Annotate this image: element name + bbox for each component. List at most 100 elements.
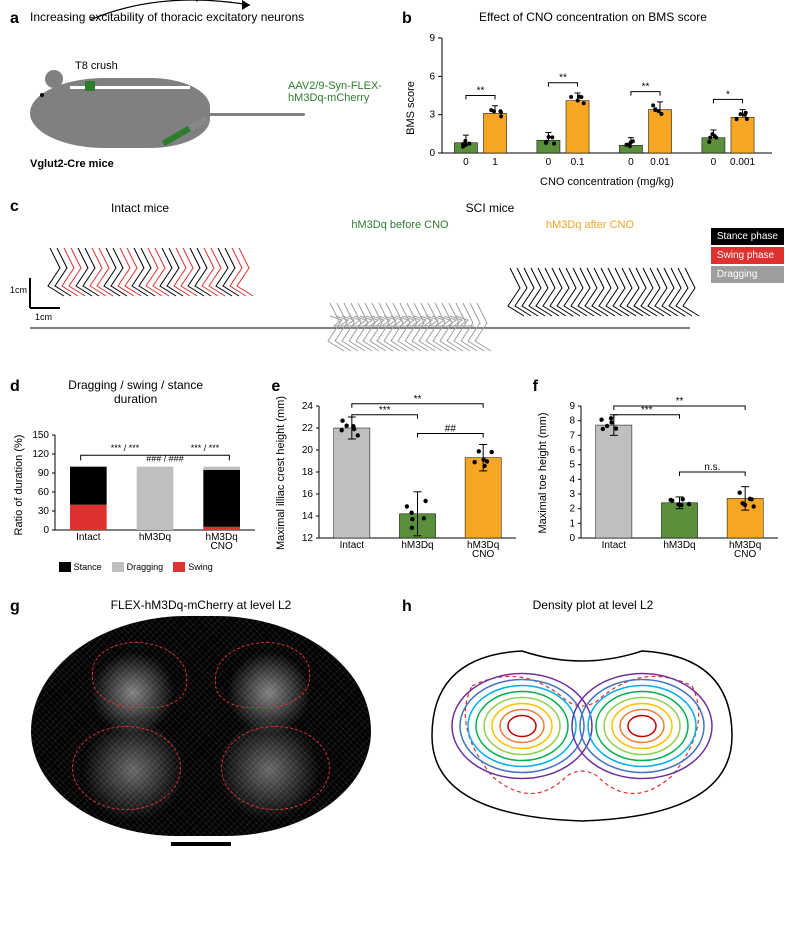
svg-text:*** / ***: *** / *** (111, 443, 140, 453)
svg-text:90: 90 (38, 468, 50, 479)
t8-marker (85, 81, 95, 91)
panel-g-label: g (10, 598, 20, 616)
svg-text:CNO: CNO (472, 549, 494, 560)
svg-text:hM3Dq: hM3Dq (402, 540, 434, 551)
svg-text:1: 1 (569, 518, 575, 529)
panel-g-title: FLEX-hM3Dq-mCherry at level L2 (10, 598, 392, 612)
svg-text:*: * (726, 89, 730, 100)
panel-b: b Effect of CNO concentration on BMS sco… (402, 10, 784, 188)
svg-text:18: 18 (302, 467, 314, 478)
t8-label: T8 crush (75, 60, 118, 72)
svg-text:24: 24 (302, 401, 314, 412)
arrow-3h-text: 3h (90, 0, 102, 2)
svg-text:0.01: 0.01 (650, 157, 670, 168)
legend-d-item: Stance (59, 562, 102, 572)
svg-text:**: ** (675, 396, 683, 407)
svg-text:1: 1 (492, 157, 498, 168)
svg-text:hM3Dq: hM3Dq (139, 532, 171, 543)
svg-text:**: ** (414, 394, 422, 405)
svg-text:0: 0 (463, 157, 469, 168)
stick-legend-item: Dragging (711, 266, 784, 283)
mouse-body: T8 crush (30, 78, 210, 148)
legend-d-item: Dragging (112, 562, 164, 572)
panel-f: f 0123456789Maximal toe height (mm)Intac… (533, 378, 784, 588)
svg-text:20: 20 (302, 445, 314, 456)
svg-text:5: 5 (569, 460, 575, 471)
mouse-ear (45, 70, 63, 88)
arrow-svg (70, 0, 290, 25)
svg-text:3: 3 (569, 489, 575, 500)
panel-g: g FLEX-hM3Dq-mCherry at level L2 (10, 598, 392, 858)
svg-text:##: ## (445, 424, 457, 435)
svg-text:14: 14 (302, 511, 314, 522)
mouse-tail (205, 113, 305, 116)
svg-text:Intact: Intact (601, 540, 626, 551)
stick-figures: Intact miceSCI micehM3Dq before CNOhM3Dq… (10, 198, 770, 358)
svg-text:Intact: Intact (76, 532, 101, 543)
svg-text:0.1: 0.1 (571, 157, 585, 168)
svg-text:Maximal illiac crest height (m: Maximal illiac crest height (mm) (275, 396, 287, 550)
chart-b: 0369BMS scoreCNO concentration (mg/kg)01… (402, 28, 782, 188)
panel-a-label: a (10, 10, 19, 28)
svg-text:1cm: 1cm (35, 312, 52, 322)
panel-a: a Increasing excitability of thoracic ex… (10, 10, 392, 170)
svg-text:Maximal toe height (mm): Maximal toe height (mm) (537, 412, 549, 533)
svg-text:Intact: Intact (340, 540, 365, 551)
svg-text:CNO: CNO (211, 541, 233, 552)
arrow-3h: 3h Tail vein injection (90, 0, 228, 2)
panel-h-title: Density plot at level L2 (402, 598, 784, 612)
panel-f-label: f (533, 378, 538, 396)
svg-text:0: 0 (628, 157, 634, 168)
panel-d-label: d (10, 378, 20, 396)
svg-text:**: ** (559, 73, 567, 84)
panel-d: d Dragging / swing / stance duration 030… (10, 378, 261, 588)
svg-text:hM3Dq before CNO: hM3Dq before CNO (351, 219, 449, 231)
svg-text:SCI mice: SCI mice (466, 201, 515, 215)
svg-text:Ratio of duration (%): Ratio of duration (%) (13, 435, 25, 536)
svg-text:6: 6 (569, 445, 575, 456)
svg-text:Intact mice: Intact mice (111, 201, 169, 215)
stick-legend: Stance phaseSwing phaseDragging (711, 228, 784, 285)
panel-h: h Density plot at level L2 (402, 598, 784, 858)
svg-text:BMS score: BMS score (405, 81, 417, 135)
svg-text:12: 12 (302, 533, 314, 544)
svg-text:CNO: CNO (734, 549, 756, 560)
svg-text:*** / ***: *** / *** (191, 443, 220, 453)
panel-e-label: e (271, 378, 280, 396)
svg-text:0: 0 (569, 533, 575, 544)
chart-e: 12 14 16 18 20 22 24 Maximal illiac crest heigh… (271, 378, 521, 568)
mouse-eye (40, 93, 44, 97)
panel-e: e 12 14 16 18 20 22 24 Maximal illiac crest hei… (271, 378, 522, 588)
svg-text:4: 4 (569, 474, 575, 485)
mouse-strain-label: Vglut2-Cre mice (30, 158, 114, 170)
panel-b-title: Effect of CNO concentration on BMS score (402, 10, 784, 24)
panel-c-label: c (10, 198, 19, 216)
svg-text:2: 2 (569, 504, 575, 515)
legend-d-item: Swing (173, 562, 213, 572)
syringe-icon (162, 116, 208, 146)
mouse-diagram: 3h Tail vein injection T8 crush AAV2/9-S… (10, 28, 392, 148)
tail-vein-label: Tail vein injection (145, 0, 228, 2)
svg-text:16: 16 (302, 489, 314, 500)
svg-text:**: ** (642, 82, 650, 93)
svg-text:**: ** (477, 86, 485, 97)
svg-text:0: 0 (546, 157, 552, 168)
ventral-horn-right (221, 726, 330, 810)
chart-d: 0306090120150Ratio of duration (%)Intact… (10, 410, 260, 560)
svg-text:0: 0 (711, 157, 717, 168)
svg-text:22: 22 (302, 423, 314, 434)
row-gh: g FLEX-hM3Dq-mCherry at level L2 h Densi… (10, 598, 784, 858)
svg-text:0.001: 0.001 (730, 157, 755, 168)
ventral-horn-left (72, 726, 181, 810)
svg-text:3: 3 (429, 110, 435, 121)
svg-text:120: 120 (32, 449, 49, 460)
svg-text:hM3Dq: hM3Dq (663, 540, 695, 551)
svg-text:9: 9 (569, 401, 575, 412)
aav-label: AAV2/9-Syn-FLEX- hM3Dq-mCherry (288, 80, 382, 104)
density-plot (402, 616, 762, 836)
figure-grid: a Increasing excitability of thoracic ex… (10, 10, 784, 858)
panel-b-label: b (402, 10, 412, 28)
panel-d-title: Dragging / swing / stance duration (10, 378, 261, 406)
row-def: d Dragging / swing / stance duration 030… (10, 378, 784, 588)
svg-text:CNO concentration (mg/kg): CNO concentration (mg/kg) (540, 176, 674, 188)
